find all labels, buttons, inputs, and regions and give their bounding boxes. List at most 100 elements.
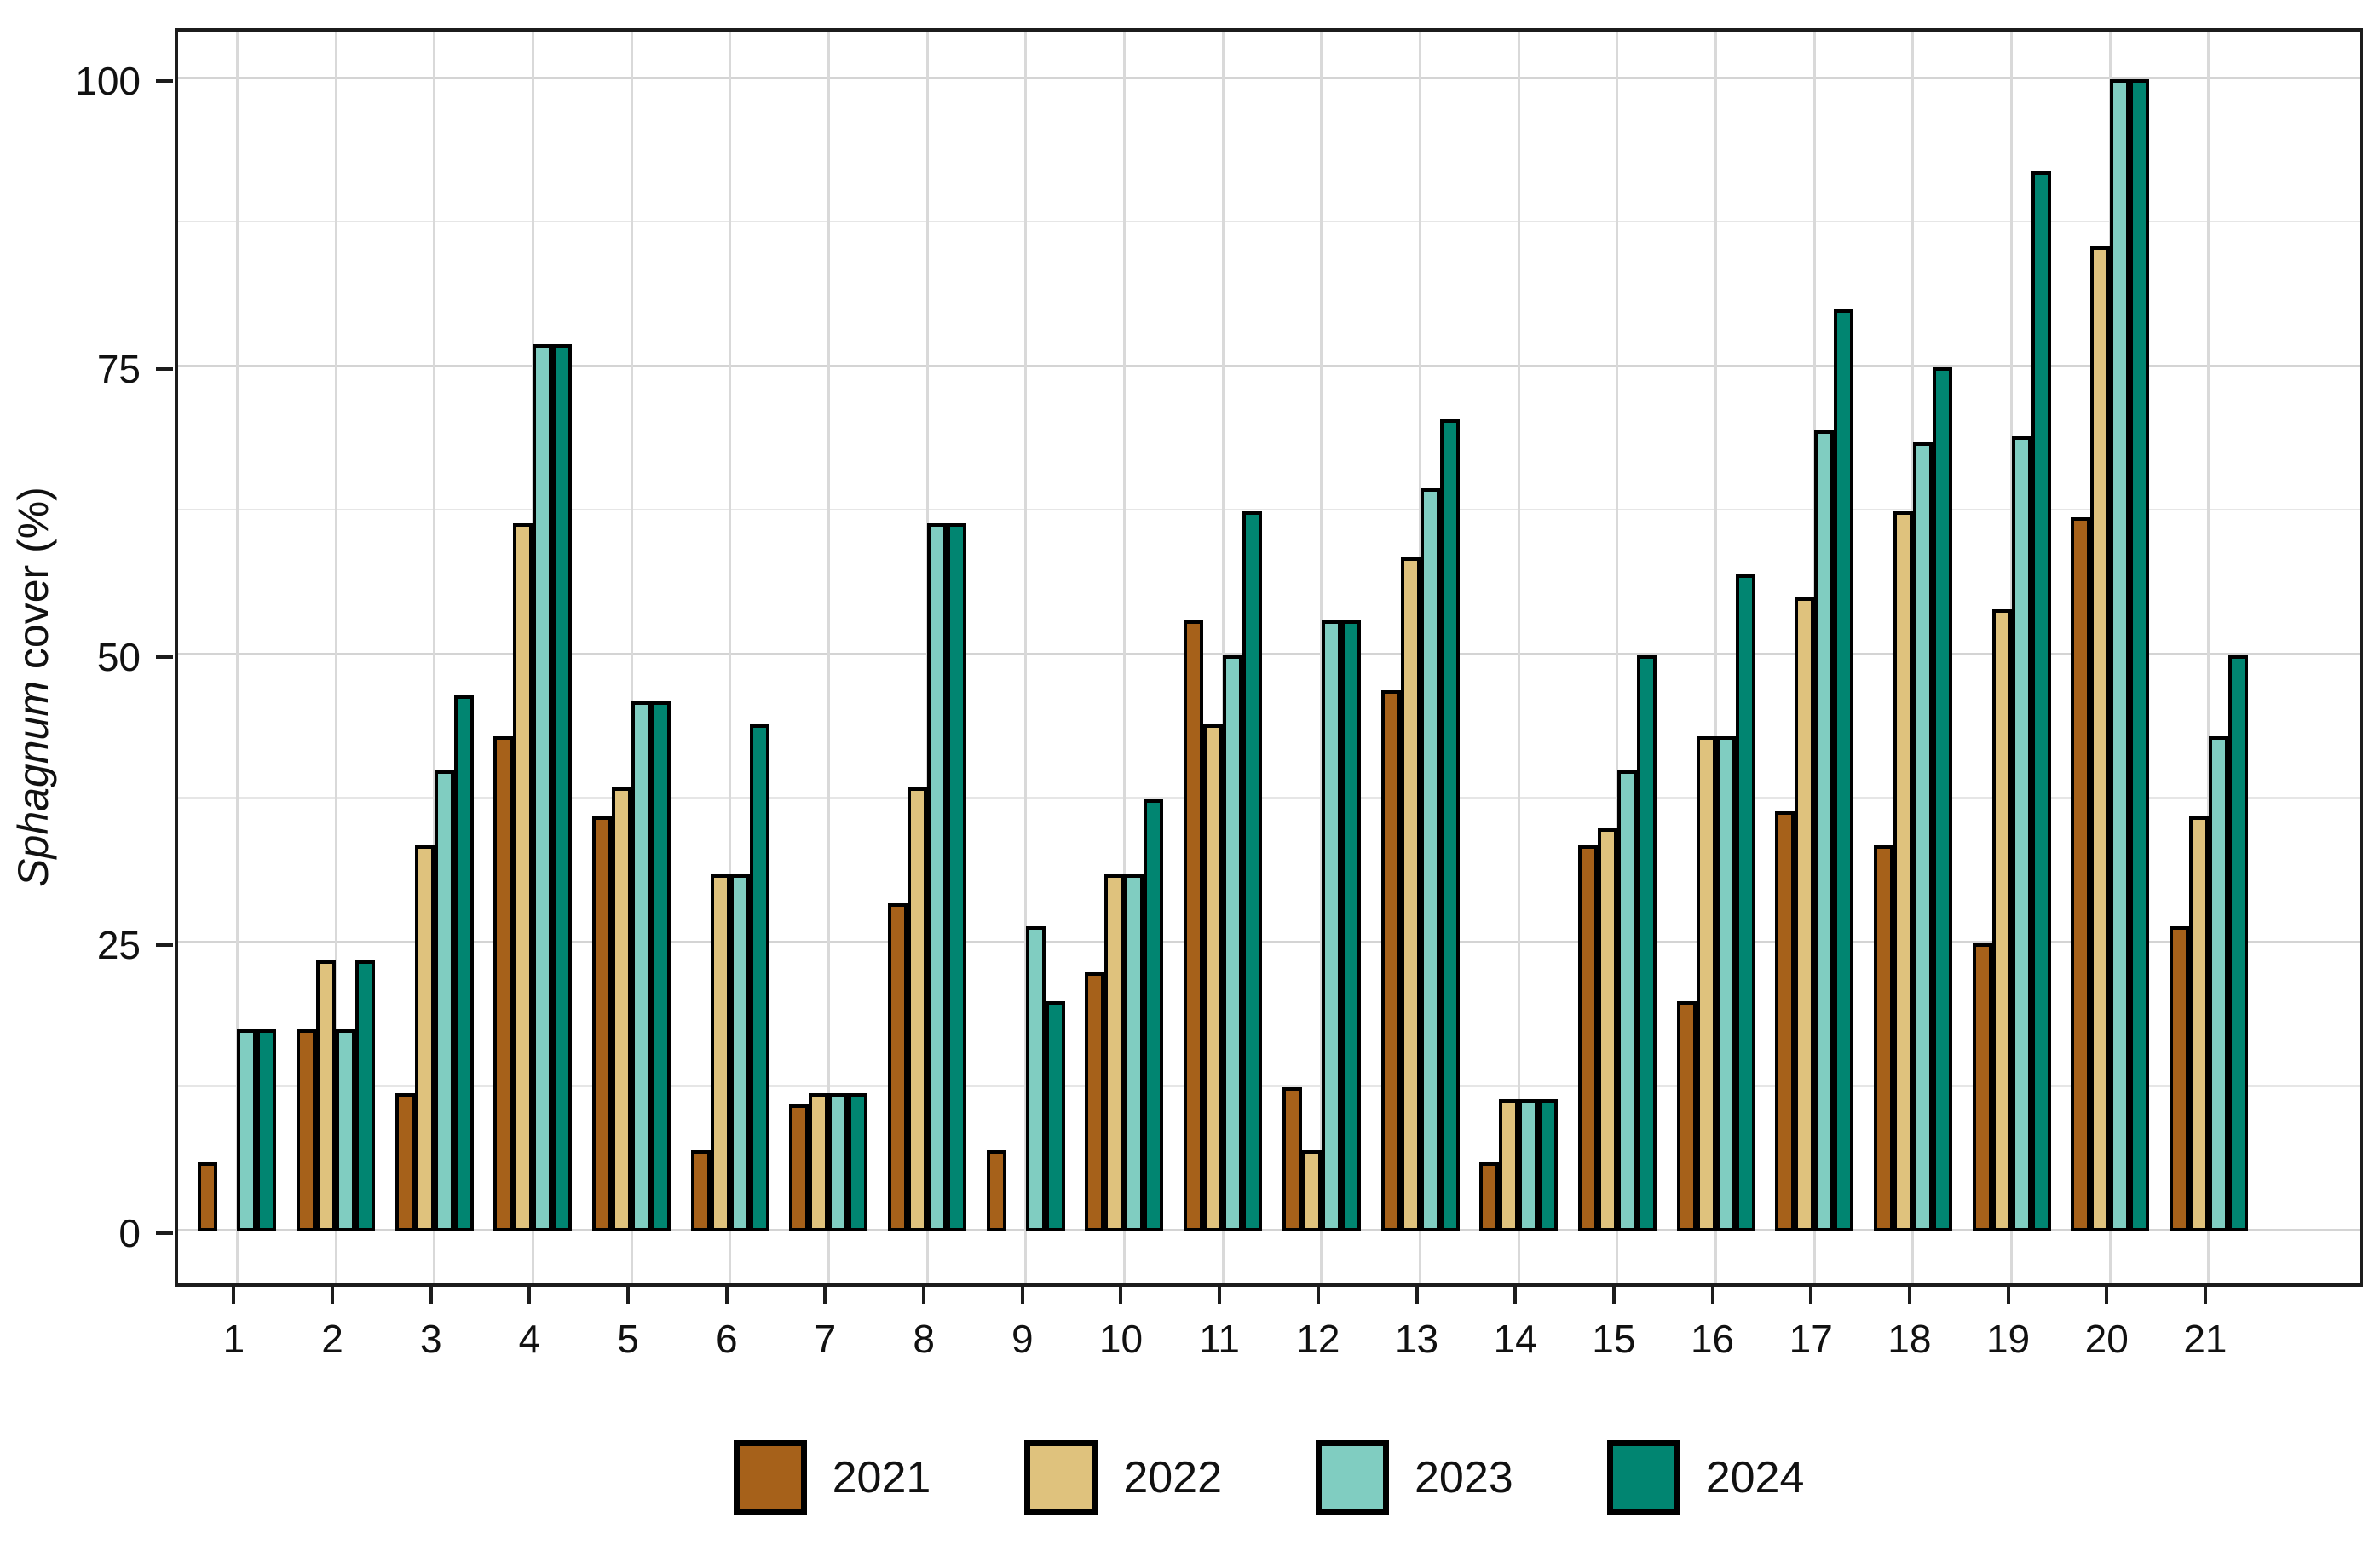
x-tick-label: 18	[1887, 1317, 1932, 1361]
bar-2024-5	[651, 701, 671, 1231]
bar-2021-21	[2169, 926, 2189, 1231]
x-tick	[232, 1287, 236, 1304]
bar-2021-14	[1479, 1162, 1500, 1231]
bar-2023-7	[828, 1093, 849, 1231]
bar-2024-16	[1735, 574, 1755, 1231]
bar-2024-14	[1538, 1099, 1559, 1231]
gridline-vertical	[1616, 32, 1619, 1283]
bar-2022-19	[1991, 609, 2012, 1231]
gridline-vertical	[433, 32, 436, 1283]
gridline-vertical	[2207, 32, 2210, 1283]
bar-2022-15	[1597, 828, 1617, 1231]
gridline-vertical	[1517, 32, 1520, 1283]
legend: 2021 2022 2023 2024	[175, 1440, 2363, 1515]
bar-2023-16	[1715, 736, 1736, 1231]
legend-label-2023: 2023	[1415, 1453, 1513, 1502]
x-tick	[626, 1287, 631, 1304]
gridline-minor	[178, 509, 2360, 510]
bar-2021-6	[690, 1150, 711, 1231]
x-tick-label: 9	[1011, 1317, 1034, 1361]
y-tick-label: 50	[96, 635, 141, 679]
x-tick	[527, 1287, 532, 1304]
bar-2023-4	[533, 344, 553, 1231]
gridline-minor	[178, 797, 2360, 799]
x-tick	[331, 1287, 335, 1304]
x-tick	[2006, 1287, 2010, 1304]
gridline-vertical	[827, 32, 830, 1283]
bar-2022-20	[2090, 246, 2111, 1231]
y-tick-label: 0	[118, 1211, 141, 1255]
plot-panel	[175, 28, 2363, 1287]
bar-2022-5	[612, 787, 632, 1231]
bar-2022-10	[1104, 874, 1125, 1231]
gridline-major	[178, 1228, 2360, 1231]
legend-swatch-2024	[1606, 1440, 1680, 1515]
bar-2024-17	[1834, 309, 1854, 1231]
bar-2022-12	[1301, 1150, 1322, 1231]
bar-2021-4	[493, 736, 514, 1231]
bar-2022-17	[1795, 597, 1815, 1231]
bar-2023-1	[237, 1029, 257, 1231]
x-tick	[2105, 1287, 2109, 1304]
bar-2023-17	[1814, 430, 1835, 1231]
gridline-vertical	[1024, 32, 1028, 1283]
x-tick-label: 21	[2183, 1317, 2227, 1361]
y-axis-title-italic: Sphagnum	[9, 680, 57, 887]
x-tick-label: 13	[1394, 1317, 1439, 1361]
legend-label-2021: 2021	[832, 1453, 931, 1502]
gridline-minor	[178, 1085, 2360, 1087]
bar-2021-5	[592, 816, 613, 1231]
y-tick	[156, 943, 173, 947]
legend-item-2023: 2023	[1316, 1440, 1513, 1515]
bar-2021-15	[1577, 845, 1598, 1231]
legend-swatch-2021	[733, 1440, 807, 1515]
x-tick	[429, 1287, 433, 1304]
bar-2024-10	[1144, 799, 1164, 1231]
x-tick-label: 8	[913, 1317, 935, 1361]
x-tick	[1809, 1287, 1813, 1304]
bar-2021-10	[1085, 972, 1105, 1231]
bar-2024-1	[256, 1029, 277, 1231]
bar-2021-19	[1972, 943, 1992, 1231]
bar-2024-8	[947, 523, 967, 1231]
bar-2021-20	[2071, 517, 2091, 1231]
bar-2022-7	[809, 1093, 829, 1231]
bar-2021-9	[986, 1150, 1006, 1231]
bar-2023-5	[631, 701, 652, 1231]
bar-2022-14	[1499, 1099, 1519, 1231]
bar-2022-6	[710, 874, 730, 1231]
bar-2022-4	[513, 523, 533, 1231]
gridline-major	[178, 652, 2360, 655]
bar-2022-21	[2188, 816, 2209, 1231]
bar-2023-14	[1518, 1099, 1539, 1231]
gridline-vertical	[334, 32, 337, 1283]
x-tick-label: 10	[1098, 1317, 1144, 1361]
bar-2023-15	[1616, 770, 1637, 1231]
bar-2024-18	[1932, 367, 1952, 1231]
x-tick	[1907, 1287, 1911, 1304]
bar-2023-9	[1025, 926, 1046, 1231]
legend-item-2022: 2022	[1024, 1440, 1222, 1515]
bar-2024-21	[2227, 655, 2248, 1231]
x-tick	[1020, 1287, 1024, 1304]
x-tick-label: 12	[1296, 1317, 1340, 1361]
x-tick-label: 6	[715, 1317, 738, 1361]
x-tick	[1218, 1287, 1222, 1304]
bar-2024-15	[1636, 655, 1657, 1231]
bar-2023-11	[1223, 655, 1243, 1231]
bar-2024-9	[1045, 1001, 1065, 1231]
bar-2023-12	[1321, 620, 1341, 1231]
bar-2024-3	[453, 695, 474, 1231]
x-tick-label: 20	[2084, 1317, 2129, 1361]
bar-2024-7	[848, 1093, 868, 1231]
bar-2022-3	[414, 845, 435, 1231]
x-tick	[1119, 1287, 1123, 1304]
bar-2024-2	[355, 960, 376, 1231]
bar-2024-12	[1340, 620, 1361, 1231]
x-tick-label: 4	[518, 1317, 541, 1361]
legend-label-2024: 2024	[1705, 1453, 1805, 1502]
x-tick	[1415, 1287, 1419, 1304]
bar-2023-10	[1124, 874, 1144, 1231]
